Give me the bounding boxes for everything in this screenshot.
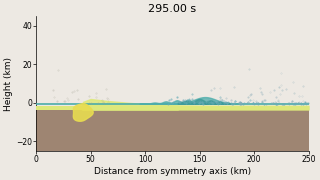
Bar: [36, 110, 308, 151]
Bar: [36, 106, 308, 110]
Title: 295.00 s: 295.00 s: [148, 4, 196, 14]
X-axis label: Distance from symmetry axis (km): Distance from symmetry axis (km): [94, 167, 251, 176]
Polygon shape: [73, 104, 93, 121]
Y-axis label: Height (km): Height (km): [4, 57, 13, 111]
